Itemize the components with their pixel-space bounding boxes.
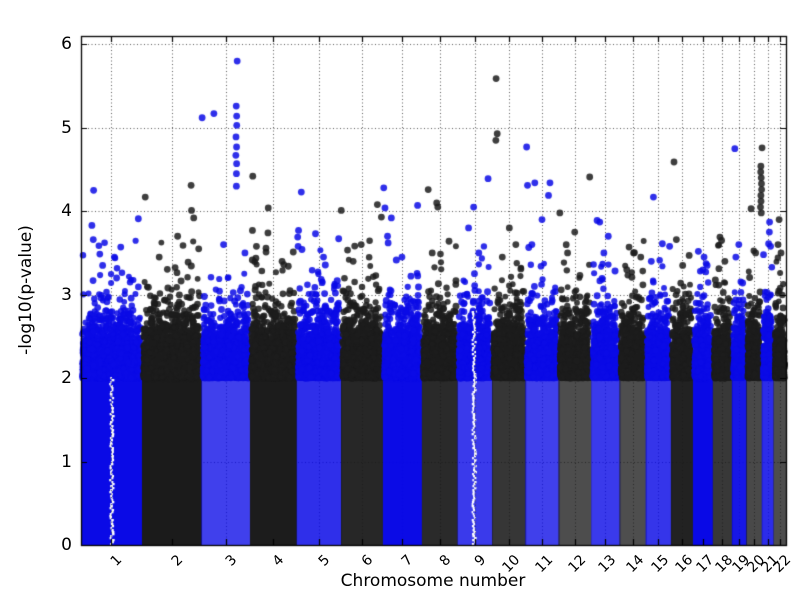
- y-tick-label: 0: [61, 535, 72, 555]
- y-tick-label: 6: [61, 34, 72, 55]
- y-tick-label: 3: [61, 284, 72, 305]
- y-tick-label: 1: [61, 451, 72, 472]
- y-tick-label: 5: [61, 117, 72, 138]
- y-tick-label: 4: [61, 201, 72, 222]
- y-tick-label: 2: [61, 368, 72, 389]
- x-axis-title: Chromosome number: [340, 571, 526, 591]
